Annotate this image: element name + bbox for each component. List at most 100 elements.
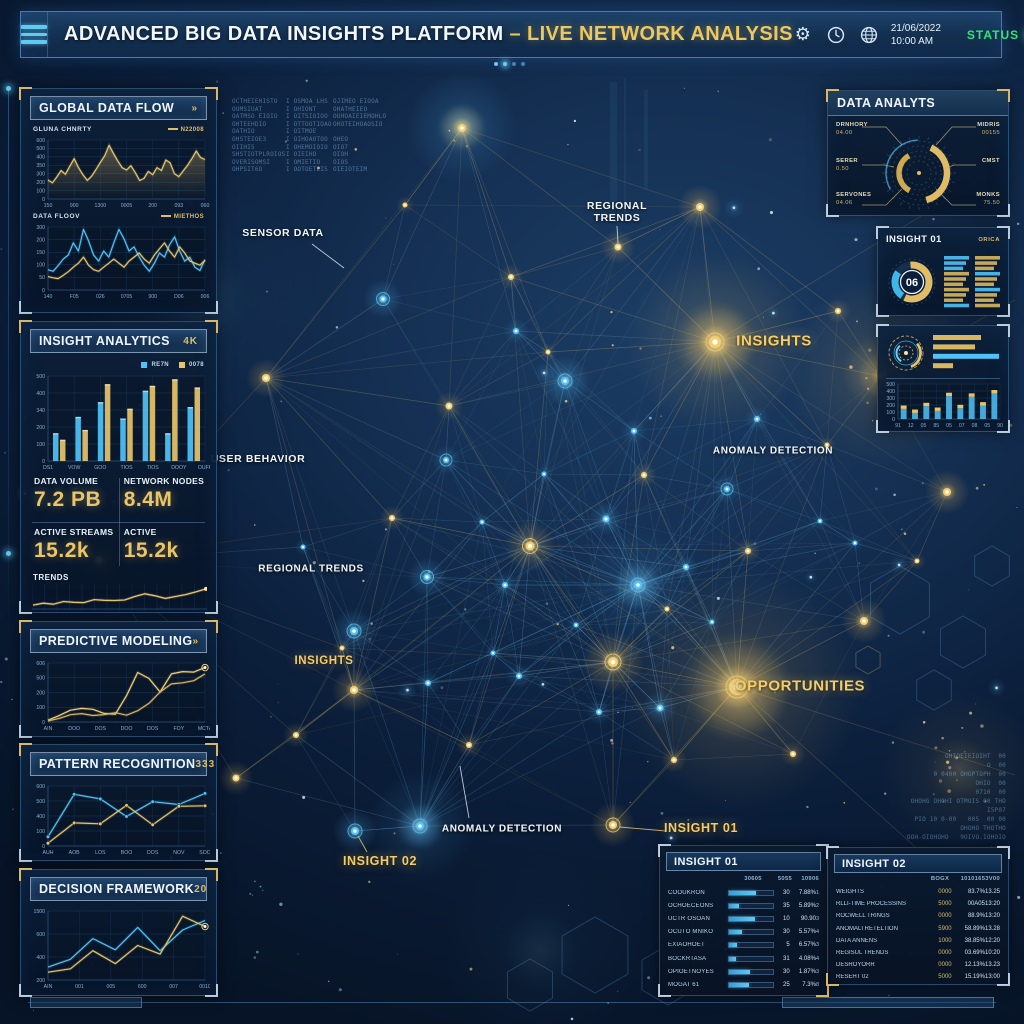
svg-text:200: 200 bbox=[36, 690, 45, 696]
radial-callout: MIDRIS 00155 bbox=[977, 122, 1000, 137]
chart-label: GLUNA CHNRTY bbox=[33, 126, 92, 133]
table-row[interactable]: WEIGHTS 0000 83.7% 13.25 bbox=[836, 889, 1000, 896]
panel-metrics-bars: 500 400 300 200 100 0 91 12 05 85 05 07 08 05 90 bbox=[876, 324, 1010, 433]
table-row[interactable]: ROCWELL TRINGS 0000 88.9% 13:20 bbox=[836, 913, 1000, 920]
svg-text:AIN: AIN bbox=[44, 984, 53, 990]
expand-button[interactable]: » bbox=[192, 635, 200, 647]
svg-text:200: 200 bbox=[36, 180, 45, 186]
panel-badge[interactable]: 4K bbox=[183, 335, 198, 347]
table-row[interactable]: COOUKRON 30 7.88% 1 bbox=[668, 889, 819, 896]
pager-dot[interactable] bbox=[494, 62, 498, 66]
panel-decision-framework: DECISION FRAMEWORK 20 1500 600 400 200 AIN 001… bbox=[19, 868, 218, 997]
table-row[interactable]: OCHOECEONS 35 5.89% 2 bbox=[668, 902, 819, 909]
table-row[interactable]: BOCKRTASA 31 4.08% 4 bbox=[668, 955, 819, 962]
svg-text:DOS: DOS bbox=[95, 726, 107, 732]
svg-text:0: 0 bbox=[42, 844, 45, 850]
svg-text:1500: 1500 bbox=[33, 909, 45, 915]
rail-dot bbox=[6, 86, 11, 91]
svg-text:600: 600 bbox=[36, 138, 45, 144]
pager-dot[interactable] bbox=[512, 62, 516, 66]
svg-text:BOO: BOO bbox=[121, 850, 133, 856]
network-label: OPPORTUNITIES bbox=[734, 677, 866, 695]
table-row[interactable]: RLLI-TIME PROCESSINS 5000 00A05 13:20 bbox=[836, 901, 1000, 908]
svg-text:50: 50 bbox=[39, 275, 45, 281]
svg-text:300: 300 bbox=[36, 225, 45, 231]
rail-dot bbox=[6, 551, 11, 556]
svg-text:FOY: FOY bbox=[173, 726, 184, 732]
table-row[interactable]: ANOMALI RETELTION 5900 58.89% 13.28 bbox=[836, 925, 1000, 932]
svg-text:606: 606 bbox=[36, 661, 45, 667]
svg-text:0010: 0010 bbox=[199, 984, 210, 990]
svg-text:NOV: NOV bbox=[173, 850, 185, 856]
radial-callout: CMST bbox=[981, 158, 1000, 164]
table-row[interactable]: DESROYORR 0000 12.13% 13.23 bbox=[836, 962, 1000, 969]
network-label: INSIGHTS bbox=[294, 655, 354, 667]
svg-text:DOO: DOO bbox=[68, 726, 80, 732]
svg-text:100: 100 bbox=[36, 829, 45, 835]
panel-title: PREDICTIVE MODELING bbox=[39, 634, 193, 648]
svg-text:400: 400 bbox=[36, 391, 45, 397]
svg-text:500: 500 bbox=[36, 146, 45, 152]
panel-tag: ORICA bbox=[978, 236, 1000, 243]
table-row[interactable]: OPIOETNOYES 30 1.87% 3 bbox=[668, 968, 819, 975]
legend-item: RE7N bbox=[141, 362, 169, 368]
svg-text:0005: 0005 bbox=[121, 203, 133, 209]
table-row[interactable]: RESEHT 02 5000 15.19% 13:00 bbox=[836, 974, 1000, 981]
pager-dot[interactable] bbox=[503, 62, 507, 66]
svg-text:100: 100 bbox=[886, 410, 895, 416]
svg-text:500: 500 bbox=[36, 374, 45, 380]
table-row[interactable]: MOGAT 61 25 7.3% 8 bbox=[668, 981, 819, 988]
panel-data-analyts: DATA ANALYTS DRNHORY 04.00 SERER 0.50 SERVON… bbox=[826, 89, 1010, 217]
table-row[interactable]: EXIAOHOET 5 6.57% 3 bbox=[668, 942, 819, 949]
svg-text:85: 85 bbox=[933, 423, 939, 429]
svg-text:0705: 0705 bbox=[121, 294, 133, 300]
panel-predictive-modeling: PREDICTIVE MODELING» 606 500 200 100 0 AIN DOO… bbox=[19, 620, 218, 738]
stat-label: NETWORK NODES bbox=[123, 476, 205, 486]
bottom-divider bbox=[28, 1002, 996, 1003]
table-row[interactable]: OCUTO MNIKO 30 5.57% 4 bbox=[668, 929, 819, 936]
panel-pattern-recognition: PATTERN RECOGNITION 333 600 500 400 100 0 AUH A… bbox=[19, 743, 218, 862]
status-indicator[interactable]: STATUS bbox=[966, 27, 1020, 42]
svg-text:91: 91 bbox=[895, 423, 901, 429]
svg-text:0: 0 bbox=[42, 459, 45, 465]
network-label: REGIONAL TRENDS bbox=[586, 200, 648, 224]
stat-value: 15.2k bbox=[123, 539, 179, 562]
svg-text:05: 05 bbox=[921, 423, 927, 429]
globe-icon[interactable] bbox=[859, 25, 879, 45]
panel-global-data-flow: GLOBAL DATA FLOW » GLUNA CHNRTY N22008 60… bbox=[19, 87, 218, 314]
svg-text:100: 100 bbox=[36, 263, 45, 269]
svg-text:DOS: DOS bbox=[147, 850, 159, 856]
network-label: REGIONAL TRENDS bbox=[258, 563, 364, 575]
panel-title: GLOBAL DATA FLOW bbox=[39, 101, 175, 115]
radar-icon bbox=[888, 335, 924, 371]
svg-text:600: 600 bbox=[36, 932, 45, 938]
gear-icon[interactable]: ⚙ bbox=[794, 24, 811, 44]
svg-text:400: 400 bbox=[36, 955, 45, 961]
pager-dots[interactable] bbox=[494, 62, 525, 66]
svg-text:DOO: DOO bbox=[121, 726, 133, 732]
svg-text:05: 05 bbox=[984, 423, 990, 429]
panel-title: INSIGHT 01 bbox=[886, 234, 942, 245]
datetime: 21/06/2022 10:00 AM bbox=[890, 22, 941, 47]
table-row[interactable]: UCTR OSOAN 10 90.90 3 bbox=[668, 915, 819, 922]
network-label: ANOMALY DETECTION bbox=[712, 445, 834, 457]
svg-text:0: 0 bbox=[892, 417, 895, 423]
svg-text:400: 400 bbox=[36, 814, 45, 820]
pager-dot[interactable] bbox=[521, 62, 525, 66]
menu-icon[interactable] bbox=[21, 12, 48, 57]
chart-legend: MIETHOS bbox=[160, 214, 204, 220]
stats-grid: DATA VOLUME 7.2 PB NETWORK NODES 8.4M ACTI… bbox=[32, 474, 205, 570]
table-row[interactable]: DATA ANNENS 1000 38.85% 12:20 bbox=[836, 937, 1000, 944]
svg-text:350: 350 bbox=[36, 163, 45, 169]
panel-title: DECISION FRAMEWORK bbox=[39, 882, 195, 896]
svg-text:150: 150 bbox=[44, 203, 53, 209]
network-label: ANOMALY DETECTION bbox=[441, 823, 563, 835]
stat-label: ACTIVE STREAMS bbox=[34, 527, 114, 537]
clock-icon[interactable] bbox=[826, 25, 846, 45]
expand-button[interactable]: » bbox=[191, 102, 198, 114]
table-row[interactable]: REGISUL TRENDS 0000 03.69% 10:20 bbox=[836, 950, 1000, 957]
svg-text:600: 600 bbox=[138, 984, 147, 990]
